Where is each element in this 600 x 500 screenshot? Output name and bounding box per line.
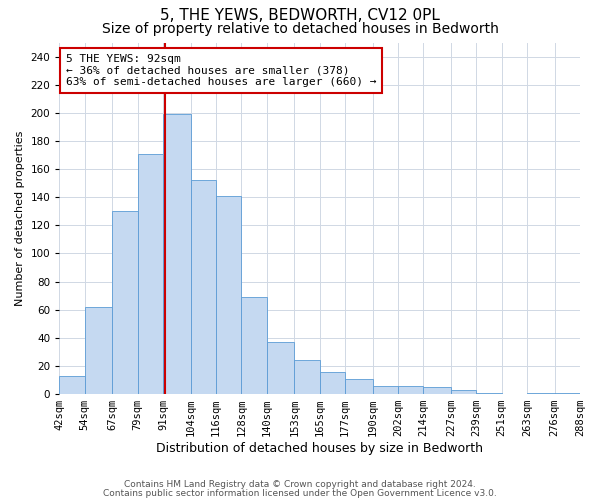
Bar (424, 387, 451, 394)
Bar (451, 390, 476, 394)
Text: 5, THE YEWS, BEDWORTH, CV12 0PL: 5, THE YEWS, BEDWORTH, CV12 0PL (160, 8, 440, 22)
Bar (267, 342, 294, 394)
Bar (112, 212, 137, 394)
Bar (398, 386, 424, 394)
Bar (554, 392, 580, 394)
Text: 5 THE YEWS: 92sqm
← 36% of detached houses are smaller (378)
63% of semi-detache: 5 THE YEWS: 92sqm ← 36% of detached hous… (65, 54, 376, 87)
Bar (216, 196, 241, 394)
Text: Size of property relative to detached houses in Bedworth: Size of property relative to detached ho… (101, 22, 499, 36)
Bar (294, 360, 320, 394)
Bar (373, 386, 398, 394)
Bar (320, 372, 345, 394)
Bar (241, 297, 267, 394)
Text: Contains public sector information licensed under the Open Government Licence v3: Contains public sector information licen… (103, 488, 497, 498)
Bar (137, 154, 163, 394)
X-axis label: Distribution of detached houses by size in Bedworth: Distribution of detached houses by size … (156, 442, 483, 455)
Bar (59, 376, 85, 394)
Bar (85, 307, 112, 394)
Bar (345, 378, 373, 394)
Bar (163, 114, 191, 394)
Bar (527, 392, 554, 394)
Bar (476, 392, 502, 394)
Text: Contains HM Land Registry data © Crown copyright and database right 2024.: Contains HM Land Registry data © Crown c… (124, 480, 476, 489)
Bar (191, 180, 216, 394)
Y-axis label: Number of detached properties: Number of detached properties (15, 130, 25, 306)
